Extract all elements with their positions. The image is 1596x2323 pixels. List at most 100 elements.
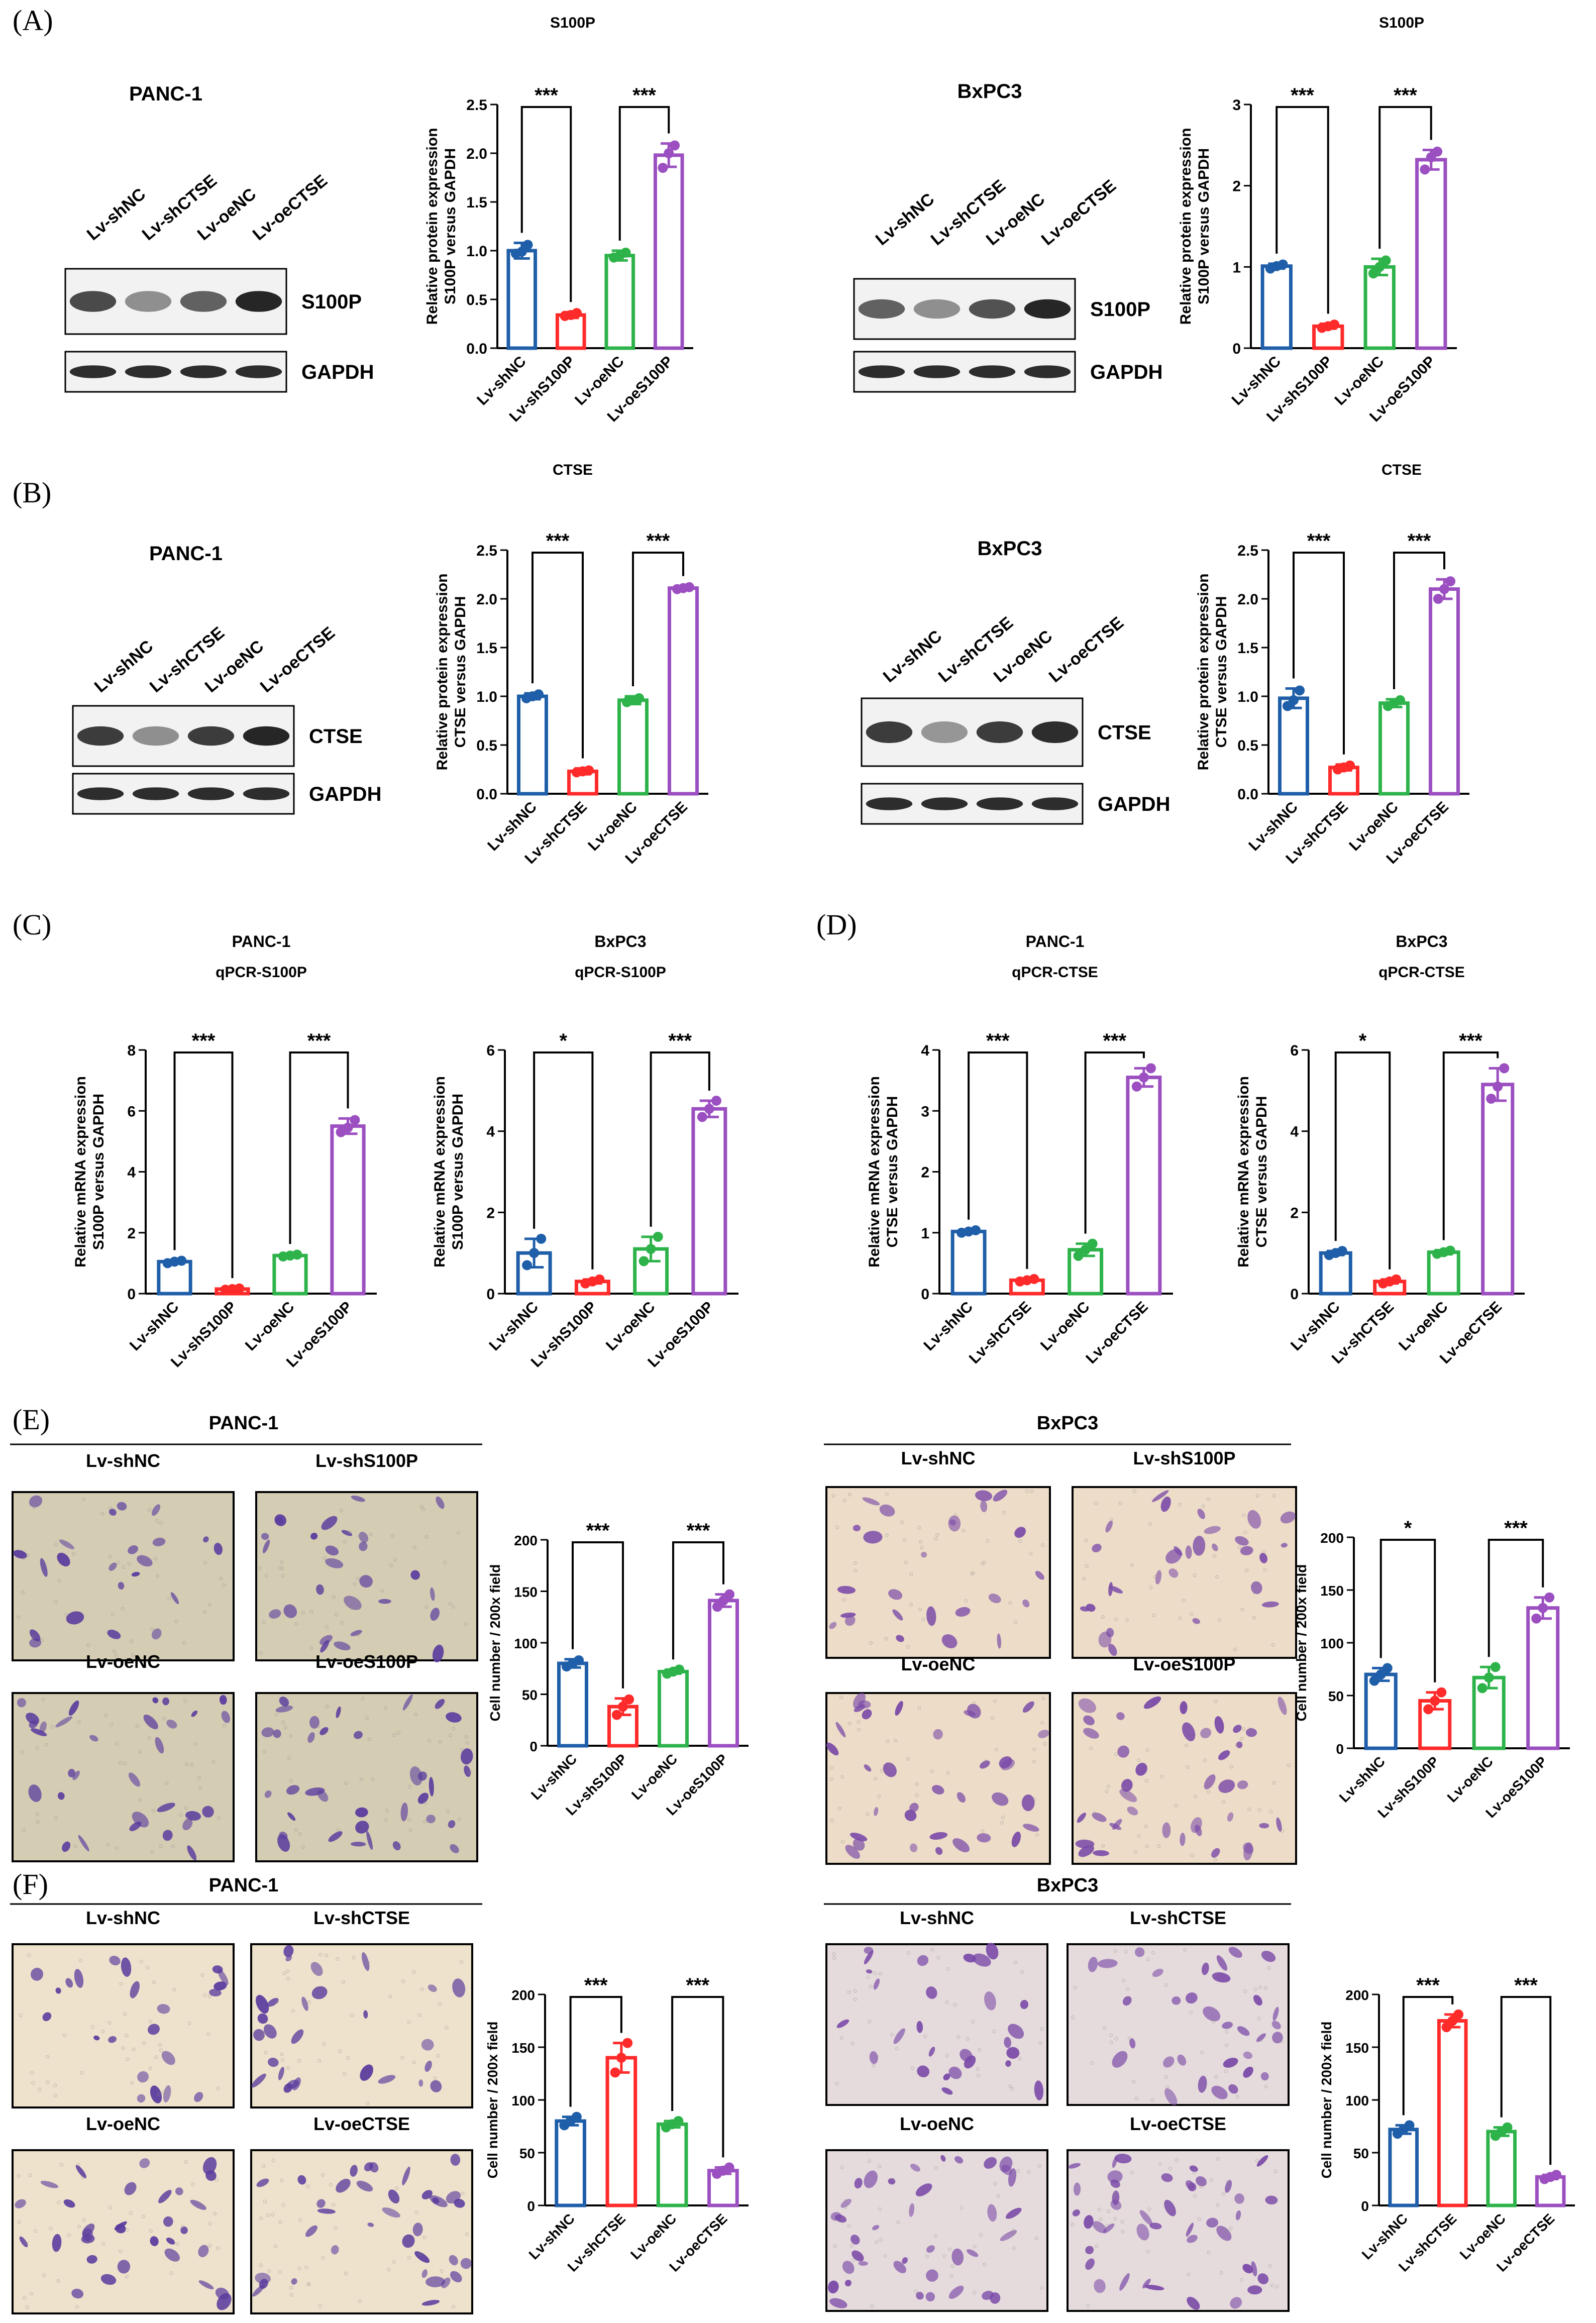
significance-label: *** bbox=[1459, 1030, 1482, 1052]
membrane-pore bbox=[340, 1621, 344, 1625]
stained-cell bbox=[941, 2087, 953, 2095]
membrane-pore bbox=[1160, 1774, 1164, 1778]
stained-cell bbox=[1272, 2007, 1279, 2021]
data-point bbox=[704, 1104, 714, 1114]
micrograph-field bbox=[825, 1486, 1051, 1659]
chart-title: S100P bbox=[1379, 15, 1424, 31]
stained-cell bbox=[57, 1792, 65, 1800]
membrane-pore bbox=[412, 2060, 416, 2064]
stained-cell bbox=[1122, 1996, 1132, 2006]
blot-band bbox=[125, 365, 172, 378]
stained-cell bbox=[143, 1714, 158, 1730]
membrane-pore bbox=[108, 1554, 112, 1558]
membrane-pore bbox=[119, 1982, 123, 1986]
stained-cell bbox=[382, 2207, 400, 2218]
bar bbox=[517, 694, 548, 796]
membrane-pore bbox=[384, 1706, 388, 1710]
membrane-pore bbox=[82, 2218, 86, 2222]
membrane-pore bbox=[217, 1816, 221, 1820]
stained-cell bbox=[432, 2197, 440, 2204]
stained-cell bbox=[410, 1570, 420, 1580]
stained-cell bbox=[967, 2249, 979, 2257]
transwell-image: Lv-shNC bbox=[825, 1448, 1051, 1659]
membrane-pore bbox=[1239, 1737, 1243, 1741]
y-tick-label: 1.0 bbox=[466, 243, 487, 260]
stained-cell bbox=[430, 2080, 442, 2092]
membrane-pore bbox=[866, 1975, 870, 1979]
membrane-pore bbox=[150, 1850, 154, 1854]
blot-band bbox=[77, 726, 124, 746]
stained-cell bbox=[973, 1953, 991, 1967]
stained-cell bbox=[853, 1838, 865, 1851]
bar-chart: CTSE 0.0 0.5 1.0 1.5 2.0 2.5 Relative protein e… bbox=[1195, 462, 1469, 867]
membrane-pore bbox=[1095, 2245, 1099, 2249]
stained-cell bbox=[441, 2277, 451, 2288]
membrane-pore bbox=[1102, 2026, 1106, 2030]
membrane-pore bbox=[853, 1997, 857, 2001]
stained-cell bbox=[448, 1820, 456, 1828]
data-point bbox=[1395, 695, 1406, 705]
membrane-pore bbox=[20, 1750, 24, 1754]
stained-cell bbox=[121, 1957, 132, 1977]
membrane-pore bbox=[465, 1741, 469, 1745]
y-axis-label: Relative protein expression bbox=[424, 128, 441, 325]
membrane-pore bbox=[366, 2101, 370, 2105]
membrane-pore bbox=[54, 1543, 58, 1547]
stained-cell bbox=[325, 1558, 344, 1568]
x-tick-label: Lv-shNC bbox=[127, 1299, 182, 1354]
stained-cell bbox=[267, 1998, 279, 2007]
y-tick-label: 150 bbox=[511, 2040, 535, 2056]
blot-band bbox=[1024, 299, 1071, 319]
stained-cell bbox=[975, 1490, 993, 1501]
membrane-pore bbox=[104, 1714, 108, 1718]
membrane-pore bbox=[77, 1720, 81, 1724]
stained-cell bbox=[916, 2291, 924, 2300]
y-tick-label: 150 bbox=[1345, 2040, 1369, 2056]
bar bbox=[1481, 1083, 1515, 1296]
membrane-pore bbox=[424, 1535, 429, 1539]
stained-cell bbox=[948, 2066, 962, 2079]
membrane-pore bbox=[1225, 2180, 1229, 2184]
blot-band bbox=[77, 787, 124, 800]
stained-cell bbox=[943, 2073, 950, 2080]
membrane-pore bbox=[1255, 1494, 1259, 1498]
stained-cell bbox=[836, 2019, 849, 2028]
membrane-pore bbox=[63, 2033, 67, 2037]
stained-cell bbox=[155, 1737, 164, 1754]
membrane-pore bbox=[1018, 2057, 1022, 2061]
stained-cell bbox=[137, 1555, 153, 1567]
data-point bbox=[1445, 1245, 1455, 1256]
membrane-pore bbox=[138, 1749, 142, 1753]
membrane-pore bbox=[1041, 1697, 1045, 1701]
stained-cell bbox=[163, 2085, 171, 2102]
stained-cell bbox=[42, 2012, 52, 2022]
membrane-pore bbox=[930, 1948, 934, 1952]
stained-cell bbox=[1164, 2088, 1178, 2106]
stained-cell bbox=[1078, 1698, 1096, 1713]
membrane-pore bbox=[1255, 2159, 1259, 2163]
membrane-pore bbox=[262, 1749, 266, 1753]
membrane-pore bbox=[1257, 2017, 1261, 2021]
membrane-pore bbox=[1151, 1951, 1155, 1955]
y-tick-label: 8 bbox=[127, 1042, 136, 1059]
membrane-pore bbox=[1247, 1808, 1251, 1812]
membrane-pore bbox=[159, 1521, 163, 1525]
membrane-pore bbox=[445, 2026, 449, 2030]
bar bbox=[272, 1253, 308, 1296]
chart-title: qPCR-S100P bbox=[575, 964, 666, 981]
blot-band bbox=[913, 299, 961, 319]
membrane-pore bbox=[438, 1740, 442, 1744]
stained-cell bbox=[948, 2285, 964, 2299]
membrane-pore bbox=[1178, 1503, 1182, 1507]
membrane-pore bbox=[1150, 2098, 1154, 2102]
bar-chart: BxPC3 qPCR-CTSE 0 2 4 6 Relative mRNA expressi… bbox=[1235, 932, 1525, 1367]
y-tick-label: 2 bbox=[1232, 178, 1241, 195]
significance-bracket bbox=[618, 106, 670, 241]
y-tick-label: 4 bbox=[1290, 1124, 1299, 1140]
stained-cell bbox=[1072, 2209, 1080, 2216]
stained-cell bbox=[297, 2175, 306, 2185]
membrane-pore bbox=[122, 1565, 126, 1569]
membrane-pore bbox=[1269, 1810, 1273, 1814]
membrane-pore bbox=[847, 2224, 851, 2228]
stained-cell bbox=[1075, 1839, 1095, 1849]
